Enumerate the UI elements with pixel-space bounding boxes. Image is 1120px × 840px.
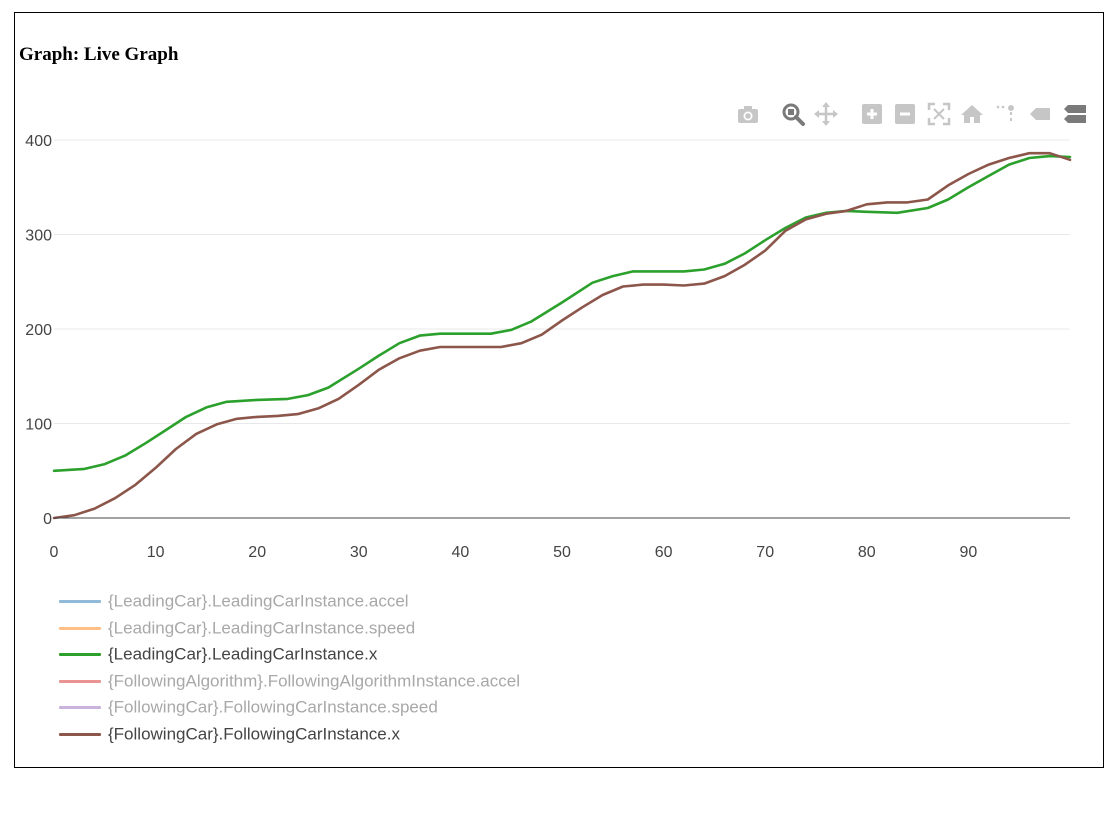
hover-closest-icon [1030,108,1050,120]
x-tick-label: 30 [350,544,368,561]
camera-button[interactable] [735,101,761,127]
legend-label: {FollowingCar}.FollowingCarInstance.spee… [108,697,438,717]
y-tick-label: 300 [25,228,52,245]
hover-compare-icon [1064,105,1086,123]
legend-item[interactable]: {FollowingCar}.FollowingCarInstance.spee… [59,694,520,721]
zoom-button[interactable] [780,101,806,127]
zoom-icon [782,103,805,126]
x-tick-label: 80 [858,544,876,561]
legend-label: {LeadingCar}.LeadingCarInstance.x [108,644,378,664]
pan-icon [814,102,838,126]
y-tick-label: 100 [25,417,52,434]
legend-swatch [59,600,101,604]
axes: 0 100 200 300 400 0 10 20 30 40 50 60 70 80 90 [25,133,1070,561]
autoscale-icon [927,102,951,126]
x-tick-label: 60 [655,544,673,561]
legend-swatch [59,679,101,683]
legend-swatch [59,706,101,710]
legend-item[interactable]: {FollowingCar}.FollowingCarInstance.x [59,721,520,748]
zoom-out-icon [895,104,915,124]
legend-item[interactable]: {LeadingCar}.LeadingCarInstance.accel [59,588,520,615]
legend-label: {FollowingCar}.FollowingCarInstance.x [108,723,400,743]
camera-icon [738,106,758,123]
x-tick-label: 50 [553,544,571,561]
home-icon [961,105,983,123]
zoom-in-icon [862,104,882,124]
legend-item[interactable]: {FollowingAlgorithm}.FollowingAlgorithmI… [59,668,520,695]
x-tick-label: 90 [960,544,978,561]
zoom-in-button[interactable] [859,101,885,127]
legend-swatch [59,626,101,630]
series-line-2[interactable] [52,154,1072,473]
legend-swatch [59,653,101,657]
series-line-5[interactable] [52,151,1072,520]
spike-lines-icon [996,105,1014,121]
x-tick-label: 10 [147,544,165,561]
zoom-out-button[interactable] [892,101,918,127]
autoscale-button[interactable] [926,101,952,127]
grid-lines [54,139,1070,424]
graph-panel: Graph: Live Graph 0 100 200 300 400 0 10 20 30 40… [14,12,1104,768]
y-tick-label: 0 [43,511,52,528]
hover-compare-button[interactable] [1061,101,1087,127]
pan-button[interactable] [813,101,839,127]
x-tick-label: 20 [248,544,266,561]
x-tick-label: 40 [452,544,470,561]
legend-label: {FollowingAlgorithm}.FollowingAlgorithmI… [108,670,520,690]
legend-item[interactable]: {LeadingCar}.LeadingCarInstance.x [59,641,520,668]
legend-label: {LeadingCar}.LeadingCarInstance.accel [108,591,409,611]
home-button[interactable] [959,101,985,127]
graph-title: Graph: Live Graph [19,44,179,65]
line-chart[interactable]: 0 100 200 300 400 0 10 20 30 40 50 60 70 80 90 [15,13,1105,769]
legend-item[interactable]: {LeadingCar}.LeadingCarInstance.speed [59,615,520,642]
modebar [735,101,1105,129]
y-tick-label: 200 [25,322,52,339]
x-tick-label: 70 [756,544,774,561]
legend-swatch [59,732,101,736]
series-lines [52,151,1072,520]
y-tick-label: 400 [25,133,52,150]
x-tick-label: 0 [50,544,59,561]
hover-closest-button[interactable] [1027,101,1053,127]
spike-lines-button[interactable] [993,101,1019,127]
legend: {LeadingCar}.LeadingCarInstance.accel {Le… [59,588,520,747]
legend-label: {LeadingCar}.LeadingCarInstance.speed [108,617,416,637]
